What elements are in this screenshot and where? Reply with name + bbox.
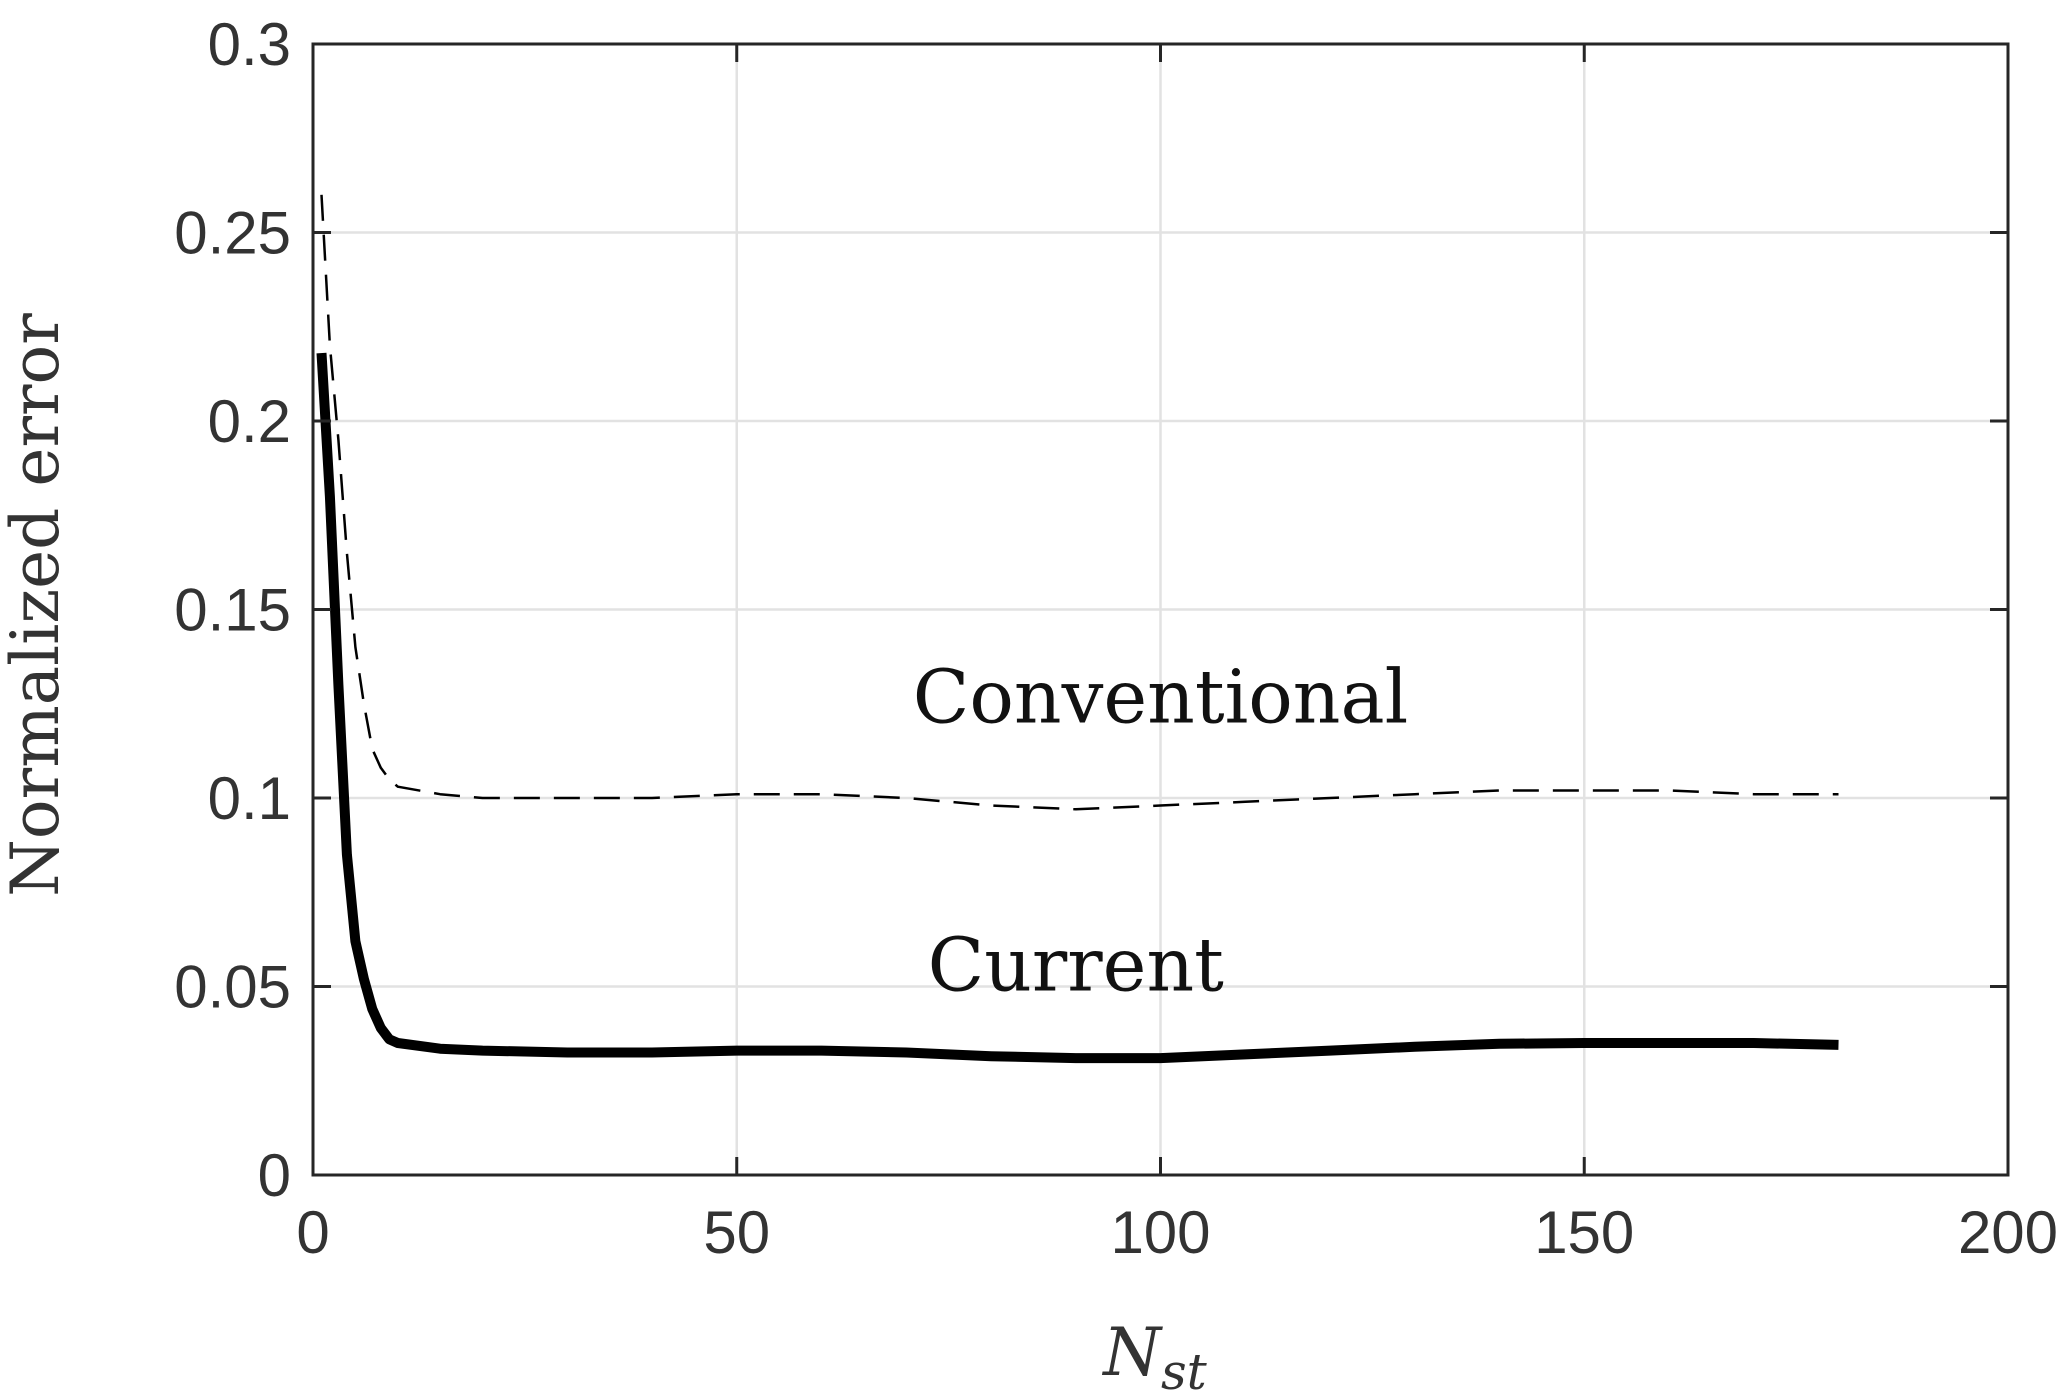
- tick-labels: 0 50 100 150 200 0 0.05 0.1 0.15 0.2 0.25 0.3: [174, 11, 2058, 1266]
- y-tick-label: 0.25: [174, 200, 291, 267]
- y-tick-label: 0.15: [174, 577, 291, 644]
- series-lines: [316, 194, 1839, 1064]
- x-axis-label-subscript: st: [1161, 1343, 1208, 1392]
- y-tick-label: 0.3: [208, 11, 291, 78]
- y-axis-label: Normalized error: [0, 313, 74, 897]
- y-tick-label: 0.1: [208, 765, 291, 832]
- x-tick-label: 150: [1534, 1199, 1634, 1266]
- tick-marks: [311, 42, 2010, 1177]
- x-tick-label: 50: [703, 1199, 770, 1266]
- x-tick-label: 200: [1958, 1199, 2058, 1266]
- y-tick-label: 0: [258, 1142, 291, 1209]
- series-line-conventional: [320, 194, 1839, 811]
- annotations: Conventional Current: [913, 655, 1409, 1009]
- x-axis-label-main: N: [1101, 1314, 1163, 1391]
- x-tick-label: 0: [296, 1199, 329, 1266]
- y-tick-label: 0.2: [208, 388, 291, 455]
- series-line-current: [316, 352, 1839, 1064]
- x-tick-label: 100: [1110, 1199, 1210, 1266]
- annotation-conventional: Conventional: [913, 655, 1409, 741]
- annotation-current: Current: [928, 922, 1224, 1008]
- x-axis-label: Nst: [1101, 1314, 1207, 1392]
- y-tick-label: 0.05: [174, 954, 291, 1021]
